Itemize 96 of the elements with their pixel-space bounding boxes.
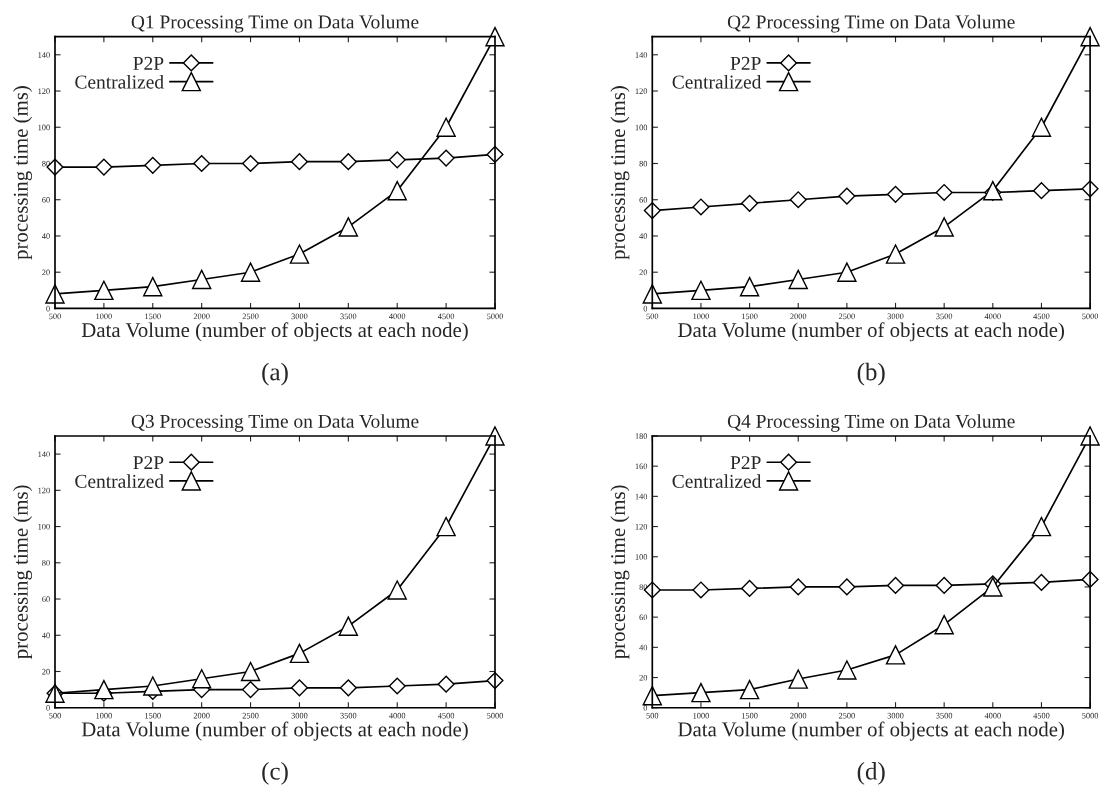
y-tick-label: 80 (42, 560, 50, 566)
x-axis-title: Data Volume (number of objects at each node) (81, 322, 468, 342)
chart-title: Q3 Processing Time on Data Volume (131, 414, 419, 432)
x-tick-label: 500 (49, 712, 61, 719)
chart-title: Q2 Processing Time on Data Volume (727, 14, 1015, 33)
x-tick-label: 1500 (741, 313, 758, 320)
x-tick-label: 500 (646, 712, 659, 719)
y-tick-label: 120 (635, 88, 648, 94)
legend-label: P2P (730, 456, 761, 470)
chart-title: Q1 Processing Time on Data Volume (131, 14, 419, 33)
y-tick-label: 20 (42, 668, 50, 675)
text: (a) (262, 362, 288, 386)
legend-label: Centralized (672, 474, 762, 488)
text: (b) (857, 362, 885, 386)
x-tick-label: 4000 (984, 712, 1001, 719)
x-tick-label: 2500 (242, 313, 259, 320)
y-tick-label: 0 (643, 305, 648, 312)
y-tick-label: 0 (46, 705, 50, 711)
y-tick-label: 160 (635, 463, 648, 470)
y-axis-title: processing time (ms) (13, 485, 33, 659)
legend-label: P2P (133, 456, 164, 470)
x-tick-label: 4000 (984, 313, 1001, 320)
x-tick-label: 5000 (1082, 712, 1099, 719)
x-tick-label: 3500 (936, 313, 953, 320)
x-tick-label: 2000 (790, 313, 807, 320)
y-tick-label: 140 (38, 451, 50, 458)
x-tick-label: 4500 (1033, 712, 1050, 719)
y-tick-label: 100 (38, 523, 50, 530)
y-tick-label: 120 (635, 523, 648, 530)
x-tick-label: 3500 (340, 712, 357, 719)
x-tick-label: 4000 (389, 313, 406, 320)
y-tick-label: 120 (38, 88, 50, 94)
y-tick-label: 20 (639, 674, 648, 681)
x-tick-label: 3000 (291, 712, 308, 719)
x-axis-title: Data Volume (number of objects at each node) (678, 322, 1064, 342)
x-tick-label: 2000 (193, 712, 210, 719)
y-tick-label: 100 (635, 124, 648, 131)
x-tick-label: 4500 (1033, 313, 1050, 320)
y-tick-label: 80 (639, 160, 648, 167)
y-tick-label: 140 (635, 493, 648, 500)
x-tick-label: 500 (49, 313, 61, 320)
legend-label: P2P (730, 56, 761, 70)
legend-label: Centralized (75, 474, 164, 488)
x-tick-label: 4500 (437, 712, 455, 719)
x-tick-label: 3000 (291, 313, 308, 320)
y-axis-title: processing time (ms) (610, 485, 630, 659)
x-tick-label: 5000 (487, 313, 504, 320)
y-tick-label: 40 (639, 233, 648, 239)
legend-label: P2P (133, 56, 164, 70)
legend-label: Centralized (75, 74, 164, 89)
x-tick-label: 2500 (242, 712, 259, 719)
x-tick-label: 1000 (96, 712, 112, 719)
x-tick-label: 3000 (887, 712, 904, 719)
x-tick-label: 5000 (487, 712, 504, 719)
x-tick-label: 4500 (437, 313, 455, 320)
y-tick-label: 120 (38, 487, 50, 494)
x-tick-label: 500 (646, 313, 659, 320)
y-tick-label: 60 (639, 614, 648, 621)
y-tick-label: 140 (38, 52, 50, 58)
legend-label: Centralized (672, 74, 762, 89)
y-tick-label: 60 (42, 596, 50, 602)
y-tick-label: 20 (42, 269, 50, 276)
y-tick-label: 20 (639, 269, 648, 276)
y-tick-label: 0 (643, 705, 648, 711)
x-tick-label: 4000 (389, 712, 406, 719)
x-tick-label: 3500 (936, 712, 953, 719)
y-tick-label: 60 (42, 197, 50, 203)
x-tick-label: 1500 (145, 712, 161, 719)
y-axis-title: processing time (ms) (13, 86, 33, 260)
x-axis-title: Data Volume (number of objects at each node) (678, 721, 1064, 741)
x-tick-label: 2500 (838, 313, 855, 320)
y-tick-label: 60 (639, 197, 648, 203)
y-tick-label: 140 (635, 52, 648, 58)
x-tick-label: 1000 (96, 313, 112, 320)
y-tick-label: 180 (635, 433, 648, 439)
x-tick-label: 3500 (340, 313, 357, 320)
x-tick-label: 2500 (838, 712, 855, 719)
y-tick-label: 40 (41, 233, 50, 239)
text: (d) (857, 762, 885, 785)
x-tick-label: 1000 (693, 712, 709, 719)
x-tick-label: 2000 (193, 313, 210, 320)
y-tick-label: 100 (38, 124, 50, 131)
y-tick-label: 40 (41, 632, 50, 639)
chart-title: Q4 Processing Time on Data Volume (727, 414, 1015, 432)
x-tick-label: 1500 (145, 313, 161, 320)
x-tick-label: 2000 (790, 712, 807, 719)
x-tick-label: 3000 (887, 313, 904, 320)
y-tick-label: 100 (635, 554, 648, 560)
text: (c) (262, 762, 288, 785)
y-tick-label: 0 (46, 305, 50, 312)
x-tick-label: 5000 (1082, 313, 1099, 320)
x-axis-title: Data Volume (number of objects at each node) (81, 721, 468, 741)
y-tick-label: 40 (639, 644, 648, 651)
x-tick-label: 1000 (693, 313, 709, 320)
y-axis-title: processing time (ms) (610, 86, 630, 260)
x-tick-label: 1500 (741, 712, 758, 719)
